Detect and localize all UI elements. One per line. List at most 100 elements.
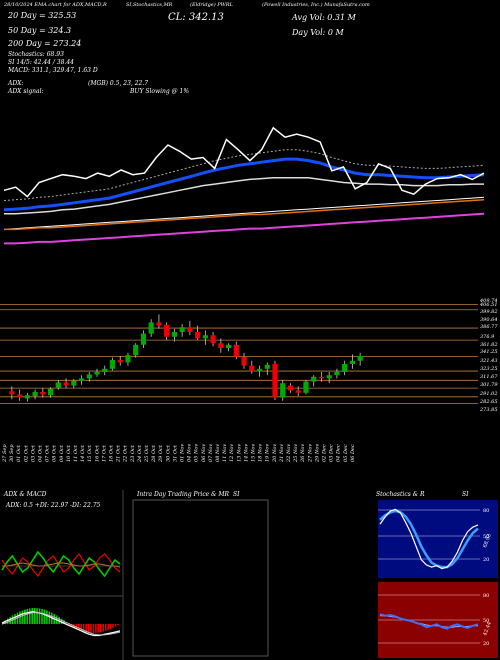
candle-body <box>9 391 15 395</box>
x-date-label: 31 Oct <box>172 444 178 462</box>
candle-body <box>109 360 116 369</box>
candle-body <box>55 382 61 388</box>
x-date-label: 20 Nov <box>272 444 278 463</box>
candle-body <box>32 392 38 396</box>
x-date-label: 05 Nov <box>194 444 200 462</box>
candle-body <box>63 382 69 386</box>
macd-histogram-bar <box>82 624 85 632</box>
macd-histogram-bar <box>63 620 65 624</box>
price-level-label: 323.25 <box>480 366 498 372</box>
macd-histogram-bar <box>77 624 80 630</box>
x-date-label: 15 Nov <box>251 444 257 462</box>
x-date-label: 13 Nov <box>236 444 242 462</box>
candle-body <box>357 356 363 361</box>
price-level-label: 376.9 <box>480 334 495 340</box>
macd-signal-line <box>1 612 121 636</box>
candle-body <box>280 383 286 398</box>
header-name: (Eldridge) PWRL <box>190 2 233 8</box>
stoch-tick-label: 80 <box>483 508 489 514</box>
price-level-label: 301.79 <box>480 382 498 388</box>
candle-body <box>102 368 108 372</box>
candle-body <box>40 392 46 395</box>
candle-body <box>326 375 332 379</box>
ema-orange-line <box>4 198 485 231</box>
candle-body <box>318 376 325 379</box>
price-level-label: 321.43 <box>480 358 498 364</box>
adx-panel-title: ADX & MACD <box>4 491 47 498</box>
macd-histogram-bar <box>97 624 100 633</box>
adx-line <box>2 562 121 568</box>
x-date-label: 09 Oct <box>59 444 65 462</box>
macd-histogram-bar <box>24 609 26 624</box>
stoch-k-line <box>379 508 479 570</box>
x-date-label: 24 Oct <box>137 444 143 463</box>
x-date-label: 08 Nov <box>215 444 221 462</box>
x-date-label: 22 Oct <box>123 444 129 463</box>
ema200-line <box>4 212 485 245</box>
x-date-label: 04 Dec <box>336 444 342 462</box>
adx-label: ADX: <box>8 80 24 87</box>
x-date-label: 11 Nov <box>222 444 228 462</box>
candle-body <box>218 343 224 348</box>
price-level-label: 361.82 <box>480 342 498 348</box>
candle-body <box>256 368 263 372</box>
macd-histogram-bar <box>80 624 82 631</box>
candle-body <box>311 376 317 382</box>
adx-plus-di-line <box>1 550 121 578</box>
candle-body <box>164 324 170 337</box>
x-date-label: 11 Oct <box>73 444 79 462</box>
x-date-label: 18 Oct <box>109 444 115 462</box>
candle-body <box>241 356 247 366</box>
candle-body <box>117 360 123 363</box>
intraday-panel-si: SI <box>233 491 240 498</box>
x-date-label: 30 Sep <box>9 444 15 462</box>
intraday-panel-box <box>132 499 269 657</box>
header-stoch: SI,Stochastics,MR <box>126 2 173 8</box>
price-level-label: 273.85 <box>479 407 498 413</box>
x-date-label: 06 Nov <box>201 444 207 462</box>
candle-body <box>349 360 355 364</box>
stoch-d-line <box>379 509 479 569</box>
price-level-label: 311.67 <box>480 374 498 380</box>
si-tick-label: 20 <box>483 641 489 647</box>
avg-volume: Avg Vol: 0.31 M <box>292 13 356 22</box>
mgb-label: (MGB) 0.5, 23, 22.7 <box>88 80 149 87</box>
candle-body <box>195 332 201 339</box>
candle-body <box>171 332 177 337</box>
header-date-title: 28/10/2024 EMA chart for ADX,MACD,R <box>4 2 107 8</box>
x-date-label: 29 Nov <box>314 444 320 463</box>
macd-histogram-bar <box>68 624 70 626</box>
ema-extra-line <box>3 196 485 230</box>
intraday-panel-title: Intra Day Trading Price & MR <box>137 491 230 498</box>
day-volume: Day Vol: 0 M <box>292 28 344 37</box>
x-date-label: 03 Dec <box>329 444 335 462</box>
candle-body <box>287 385 294 391</box>
candle-body <box>272 364 278 398</box>
x-date-label: 04 Oct <box>38 444 44 462</box>
x-date-label: 01 Nov <box>180 444 186 462</box>
x-date-label: 14 Oct <box>80 444 86 462</box>
x-date-label: 17 Oct <box>101 444 107 462</box>
x-date-label: 06 Dec <box>350 444 356 462</box>
macd-histogram-bar <box>46 610 48 624</box>
x-date-label: 12 Nov <box>229 444 235 462</box>
price-level-label: 282.65 <box>479 399 498 405</box>
x-date-label: 22 Nov <box>286 444 292 463</box>
x-date-label: 14 Nov <box>243 444 249 462</box>
macd-histogram-bar <box>117 624 119 626</box>
macd-histogram-bar <box>109 624 112 629</box>
candle-body <box>125 355 131 363</box>
si-label: SI 14/5: 42.44 / 38.44 <box>8 59 74 66</box>
x-date-label: 25 Nov <box>293 444 299 463</box>
x-date-label: 23 Oct <box>130 444 136 463</box>
macd-histogram-bar <box>48 611 51 624</box>
x-date-label: 01 Oct <box>16 444 22 462</box>
x-date-label: 18 Nov <box>258 444 264 462</box>
candle-body <box>342 364 348 372</box>
x-date-label: 30 Oct <box>165 444 171 462</box>
macd-histogram-bar <box>102 624 105 632</box>
header-company: (Powell Industries, Inc.) MunafaSutra.co… <box>262 2 370 8</box>
candle-body <box>148 322 154 334</box>
